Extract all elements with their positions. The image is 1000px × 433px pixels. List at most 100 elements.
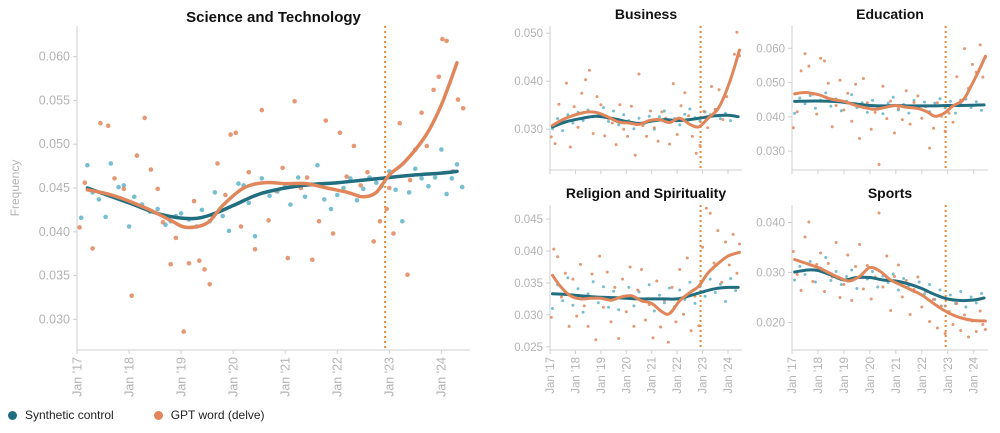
gpt-point [735,30,739,34]
gpt-point [636,288,640,292]
gpt-point [105,123,111,129]
gpt-point [935,101,939,105]
y-tick-label: 0.040 [39,225,70,239]
gpt-point [568,145,572,149]
y-tick-label: 0.050 [514,28,543,40]
control-point [571,303,575,307]
y-tick-label: 0.045 [514,214,543,226]
gpt-point [670,285,674,289]
gpt-point [436,74,442,80]
x-tick-label: Jan '23 [943,357,955,394]
gpt-point [160,219,166,225]
control-point [612,289,616,293]
gpt-point [655,279,659,283]
gpt-point [900,118,904,122]
gpt-point [567,324,571,328]
gpt-point [121,186,127,192]
gpt-point [861,287,865,291]
control-point [850,268,854,272]
gpt-point [815,112,819,116]
control-point [829,104,833,108]
x-tick-label: Jan '20 [865,357,877,394]
control-point [116,184,121,190]
gpt-point [556,255,560,259]
control-point [596,301,600,305]
gpt-point [599,103,603,107]
gpt-point [656,139,660,143]
gpt-point [826,262,830,265]
gpt-point [732,52,736,56]
y-tick-label: 0.040 [756,112,785,124]
panel-3: Religion and Spirituality 0.025 0.030 0.035… [514,185,742,394]
gpt-point [460,106,466,111]
gpt-point [978,43,982,47]
control-point [591,280,595,284]
gpt-point [186,261,192,266]
control-point [871,98,874,102]
gpt-point [889,309,893,312]
y-tick-label: 0.030 [756,146,785,158]
gpt-point [632,324,636,328]
control-point [959,290,963,293]
gpt-point [626,134,630,138]
gpt-point [834,104,838,107]
gpt-point [640,268,643,271]
control-point [341,185,346,191]
control-point [335,192,340,198]
gpt-point [679,104,683,108]
gpt-point [963,47,967,51]
gpt-point [678,268,682,271]
legend-dot-gpt-word [153,410,163,420]
control-point [647,114,651,118]
control-point [406,190,412,195]
gpt-point [563,271,567,275]
control-point [980,108,983,112]
gpt-trend-line [793,258,987,323]
control-point [426,183,431,189]
gpt-point [873,110,877,114]
control-point [444,191,449,197]
gpt-point [444,38,449,44]
gpt-point [613,285,617,289]
gpt-point [215,161,220,166]
gpt-point [687,114,691,118]
control-point [891,272,895,276]
gpt-point [129,293,134,299]
gpt-point [701,245,705,249]
control-point [793,278,797,282]
gpt-point [617,337,621,340]
control-point [617,308,621,312]
x-tick-label: Jan '17 [787,357,799,394]
gpt-point [893,131,896,135]
control-point [845,275,848,278]
control-point [902,277,906,280]
control-point [850,93,854,97]
gpt-point [865,101,869,105]
control-point [586,292,590,296]
control-point [824,256,828,259]
gpt-point [885,254,889,258]
x-tick-label: Jan '19 [174,357,188,397]
y-tick-label: 0.030 [756,268,785,280]
gpt-point [795,273,799,276]
gpt-point [842,283,846,286]
control-point [432,175,438,180]
gpt-point [947,111,951,115]
gpt-point [609,320,613,324]
control-point [302,194,308,200]
gpt-point [877,163,881,166]
gpt-point [904,89,908,93]
gpt-point [717,88,721,92]
control-point [259,176,265,181]
gpt-point [916,275,920,279]
control-point [419,176,424,181]
gpt-point [943,332,947,335]
gpt-point [168,261,173,267]
gpt-point [134,153,140,158]
control-point [288,202,293,207]
control-point [891,95,895,99]
gpt-point [285,255,291,261]
gpt-point [861,77,865,80]
gpt-point [869,297,873,301]
control-point [561,299,565,303]
